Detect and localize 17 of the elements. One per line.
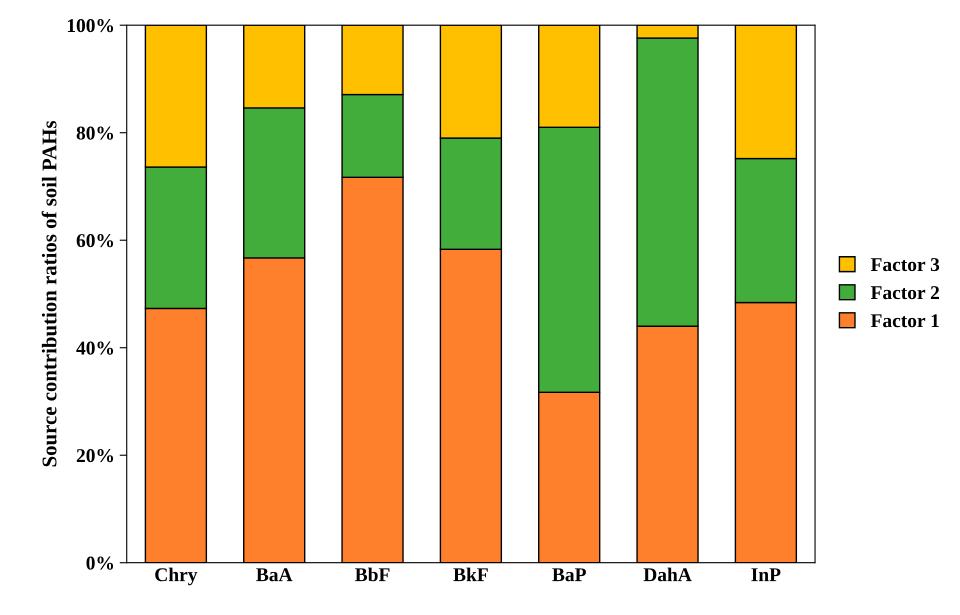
x-tick-label: InP — [751, 568, 780, 582]
y-tick-label: 40% — [76, 342, 114, 355]
x-tick-label: BbF — [355, 568, 390, 582]
x-tick-label: Chry — [155, 568, 198, 586]
legend-label: Factor 1 — [870, 314, 939, 328]
x-tick-label: BaA — [256, 568, 292, 582]
y-tick-label: 60% — [76, 234, 114, 248]
legend-label: Factor 3 — [870, 258, 940, 272]
y-tick-label: 0% — [86, 556, 114, 570]
y-tick-label: 20% — [76, 449, 114, 462]
y-axis-title: Source contribution ratios of soil PAHs — [42, 120, 57, 466]
x-tick-label: BaP — [552, 568, 586, 582]
y-tick-label: 80% — [76, 126, 114, 140]
y-tick-label: 100% — [68, 19, 114, 32]
x-tick-label: BkF — [453, 568, 488, 582]
legend-label: Factor 2 — [870, 286, 939, 300]
x-tick-label: DahA — [644, 568, 692, 582]
